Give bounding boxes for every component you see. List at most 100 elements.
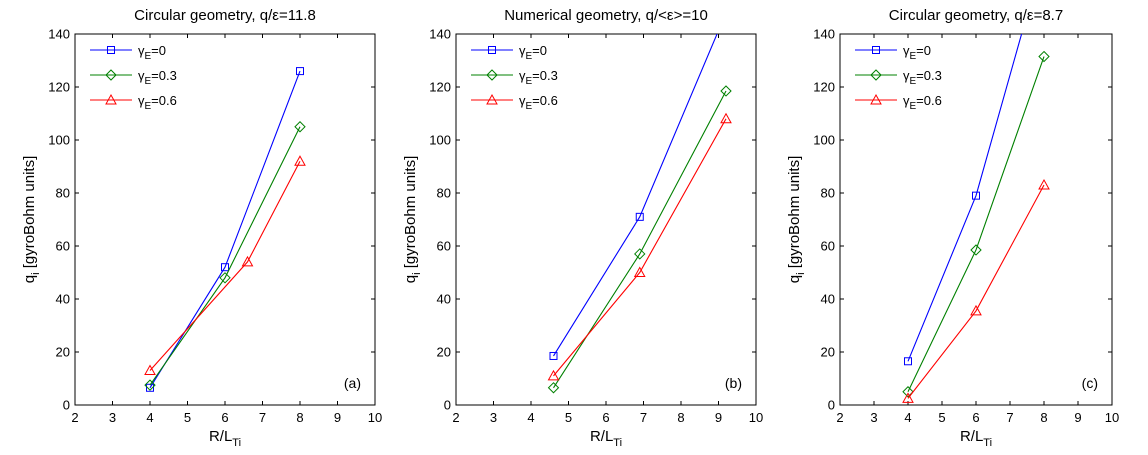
legend-entry-main: γ (519, 93, 526, 108)
y-tick-label: 140 (48, 27, 70, 42)
legend-marker (105, 69, 117, 81)
y-axis-label-main: q (402, 275, 419, 283)
legend-entry-main: γ (138, 93, 145, 108)
y-tick-label: 140 (429, 27, 451, 42)
panel-label: (b) (725, 375, 742, 391)
y-tick-label: 20 (56, 345, 70, 360)
x-tick-label: 6 (972, 410, 979, 425)
data-point (902, 386, 914, 398)
chart-title: Circular geometry, q/ε=11.8 (134, 7, 316, 24)
legend-entry-sub: E (910, 101, 917, 112)
legend-entry-main: γ (138, 43, 145, 58)
legend-entry-rest: =0.3 (916, 68, 942, 83)
x-tick-label: 9 (334, 410, 341, 425)
x-tick-label: 3 (109, 410, 116, 425)
data-point (221, 263, 229, 272)
y-tick-label: 0 (444, 398, 451, 413)
legend-entry: γE=0.3 (903, 68, 942, 87)
legend: γE=0γE=0.3γE=0.6 (855, 43, 942, 112)
data-point (970, 304, 982, 316)
series-line (553, 34, 718, 357)
data-point (635, 212, 644, 221)
y-axis-label-main: q (21, 275, 38, 283)
series-line (907, 56, 1045, 392)
legend-entry-rest: =0 (151, 43, 166, 58)
y-axis-label-main: q (786, 275, 803, 283)
legend-entry-rest: =0 (532, 43, 547, 58)
data-point (294, 155, 306, 166)
x-tick-label: 10 (1105, 410, 1119, 425)
series-line (149, 126, 301, 386)
data-point (723, 9, 730, 16)
data-point (547, 369, 560, 381)
legend-entry-rest: =0.3 (532, 68, 558, 83)
x-tick-label: 4 (527, 410, 534, 425)
x-axis-label-sub: Ti (232, 437, 241, 449)
data-point (547, 382, 560, 394)
x-tick-label: 2 (71, 410, 78, 425)
data-point (144, 364, 156, 376)
legend-entry-rest: =0.6 (916, 93, 942, 108)
legend-entry-sub: E (526, 76, 533, 87)
y-tick-label: 40 (437, 292, 451, 307)
data-point (970, 244, 982, 256)
x-tick-label: 10 (749, 410, 763, 425)
y-tick-label: 60 (56, 239, 70, 254)
x-axis-label-sub: Ti (613, 437, 622, 449)
y-tick-label: 100 (48, 133, 70, 148)
panel-label: (c) (1082, 375, 1098, 391)
series-group (902, 34, 1050, 403)
legend-entry: γE=0.6 (903, 93, 942, 112)
series-line (553, 90, 727, 389)
x-tick-label: 2 (836, 410, 843, 425)
legend-marker (486, 93, 498, 105)
legend-entry: γE=0 (138, 43, 166, 62)
y-tick-label: 20 (821, 345, 835, 360)
data-point (294, 121, 306, 133)
x-tick-label: 5 (938, 410, 945, 425)
y-tick-label: 100 (813, 133, 835, 148)
legend-entry-rest: =0 (916, 43, 931, 58)
data-point (549, 351, 558, 360)
x-tick-label: 4 (904, 410, 911, 425)
legend-marker (872, 46, 880, 54)
data-point (633, 266, 646, 277)
x-tick-label: 2 (452, 410, 459, 425)
series-line (907, 184, 1045, 399)
legend-marker (488, 46, 496, 54)
legend-entry: γE=0.3 (138, 68, 177, 87)
legend-entry: γE=0.3 (519, 68, 558, 87)
legend-marker (486, 69, 498, 81)
legend-marker (870, 93, 882, 105)
data-point (902, 392, 914, 403)
series-line (907, 34, 1023, 362)
legend-marker (107, 46, 115, 54)
x-tick-label: 8 (1040, 410, 1047, 425)
x-axis-label-sub: Ti (983, 437, 992, 449)
series-line (149, 160, 301, 371)
legend-entry-sub: E (526, 101, 533, 112)
series-group (547, 9, 732, 394)
chart-title: Numerical geometry, q/<ε>=10 (504, 7, 708, 24)
y-tick-label: 120 (429, 80, 451, 95)
x-tick-label: 5 (565, 410, 572, 425)
y-axis-label-rest: [gyroBohm units] (402, 156, 419, 273)
y-axis-label-rest: [gyroBohm units] (786, 156, 803, 273)
legend-marker (105, 93, 117, 105)
x-tick-label: 3 (490, 410, 497, 425)
y-tick-label: 100 (429, 133, 451, 148)
data-point (241, 255, 254, 267)
y-axis-label-rest: [gyroBohm units] (21, 156, 38, 273)
data-point (720, 112, 732, 124)
legend-entry-sub: E (145, 51, 152, 62)
y-axis-label-sub: i (30, 272, 42, 274)
legend: γE=0γE=0.3γE=0.6 (471, 43, 558, 112)
legend-entry-sub: E (910, 51, 917, 62)
legend-entry-sub: E (145, 101, 152, 112)
data-point (144, 379, 156, 391)
x-tick-label: 8 (296, 410, 303, 425)
plot-area (455, 33, 757, 406)
